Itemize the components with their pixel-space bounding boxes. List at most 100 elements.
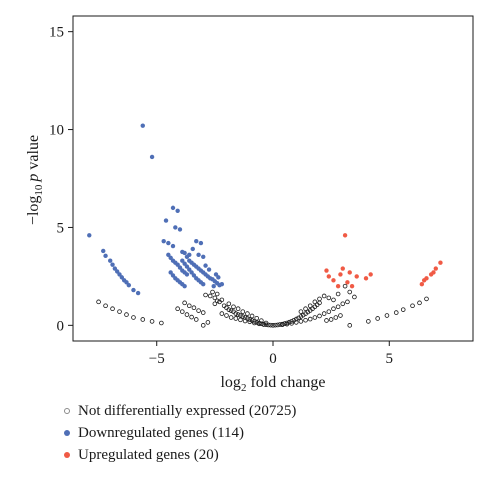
point-downregulated (201, 254, 206, 260)
point-not-differential (240, 309, 246, 314)
point-downregulated (182, 250, 187, 256)
point-downregulated (211, 283, 216, 289)
point-not-differential (345, 299, 350, 305)
point-not-differential (340, 301, 346, 307)
point-not-differential (249, 318, 255, 323)
y-axis-title-rest: value (25, 135, 42, 174)
point-downregulated (175, 262, 180, 267)
point-not-differential (352, 294, 357, 300)
point-downregulated (170, 205, 176, 211)
point-not-differential (275, 322, 280, 328)
y-tick-label: 0 (57, 318, 65, 334)
point-not-differential (140, 317, 146, 322)
point-not-differential (317, 313, 322, 319)
point-downregulated (126, 283, 132, 288)
point-not-differential (366, 319, 371, 324)
point-not-differential (184, 312, 190, 317)
point-not-differential (240, 314, 246, 319)
y-axis-title-italic: p (25, 174, 42, 183)
x-axis-title-subscript: 2 (241, 382, 247, 394)
point-not-differential (312, 299, 318, 305)
point-not-differential (338, 313, 343, 318)
point-downregulated (196, 252, 201, 258)
point-not-differential (249, 313, 255, 319)
legend-item-upregulated: Upregulated genes (20) (64, 444, 484, 466)
point-downregulated (161, 238, 166, 244)
point-downregulated (170, 243, 176, 249)
point-not-differential (226, 301, 232, 307)
point-not-differential (282, 321, 287, 326)
point-downregulated (117, 272, 122, 277)
point-upregulated (433, 266, 438, 271)
point-not-differential (117, 309, 122, 314)
point-downregulated (213, 272, 219, 277)
point-not-differential (324, 318, 329, 323)
point-not-differential (214, 291, 220, 297)
point-not-differential (298, 319, 304, 324)
point-not-differential (219, 297, 225, 303)
y-axis-title: −log10p value (25, 135, 45, 225)
y-axis-title-main: −log (25, 196, 42, 225)
point-downregulated (184, 272, 190, 277)
point-downregulated (108, 258, 113, 263)
point-downregulated (191, 273, 197, 278)
point-not-differential (247, 317, 253, 322)
y-tick-label: 15 (49, 25, 64, 41)
point-not-differential (400, 307, 406, 312)
x-axis-title: log2 fold change (220, 374, 325, 394)
point-not-differential (375, 316, 380, 321)
point-not-differential (235, 306, 241, 312)
point-downregulated (131, 287, 136, 293)
point-not-differential (293, 320, 299, 325)
point-not-differential (207, 293, 213, 299)
point-not-differential (242, 318, 248, 324)
point-downregulated (166, 240, 171, 246)
legend-swatch-hollow (64, 408, 70, 414)
x-axis-ticks: −5 0 5 (149, 341, 393, 367)
point-not-differential (252, 320, 257, 326)
point-not-differential (317, 296, 322, 302)
point-not-differential (245, 316, 250, 321)
point-not-differential (247, 319, 253, 325)
point-upregulated (324, 268, 329, 273)
point-not-differential (331, 306, 336, 312)
point-upregulated (363, 276, 369, 281)
y-axis-ticks: 0 5 10 15 (49, 25, 73, 334)
point-downregulated (112, 266, 118, 271)
point-not-differential (298, 309, 304, 314)
point-downregulated (180, 258, 185, 263)
point-not-differential (252, 319, 257, 324)
point-not-differential (393, 310, 399, 315)
y-tick-label: 5 (57, 220, 65, 236)
point-not-differential (228, 308, 234, 313)
point-not-differential (296, 315, 301, 321)
x-axis-title-rest: fold change (246, 374, 325, 391)
point-not-differential (256, 321, 262, 327)
point-not-differential (191, 305, 197, 311)
point-upregulated (354, 274, 359, 279)
legend-item-not-differentially-expressed: Not differentially expressed (20725) (64, 400, 484, 422)
point-downregulated (177, 227, 183, 232)
point-not-differential (205, 320, 211, 325)
point-upregulated (368, 272, 373, 277)
point-downregulated (219, 282, 225, 287)
point-not-differential (293, 316, 299, 322)
point-not-differential (335, 304, 341, 310)
point-downregulated (119, 275, 125, 280)
point-not-differential (186, 303, 192, 309)
legend: Not differentially expressed (20725) Dow… (64, 400, 484, 466)
point-not-differential (410, 303, 415, 309)
point-not-differential (200, 310, 206, 315)
point-downregulated (189, 270, 194, 275)
point-downregulated (140, 123, 145, 128)
point-downregulated (175, 208, 180, 213)
point-downregulated (103, 253, 108, 259)
point-not-differential (326, 309, 332, 314)
point-upregulated (342, 233, 348, 238)
point-not-differential (214, 298, 220, 304)
x-tick-label: 0 (269, 351, 277, 367)
legend-label: Upregulated genes (20) (78, 446, 219, 463)
point-downregulated (168, 255, 173, 260)
point-not-differential (326, 295, 332, 301)
point-upregulated (347, 270, 352, 275)
